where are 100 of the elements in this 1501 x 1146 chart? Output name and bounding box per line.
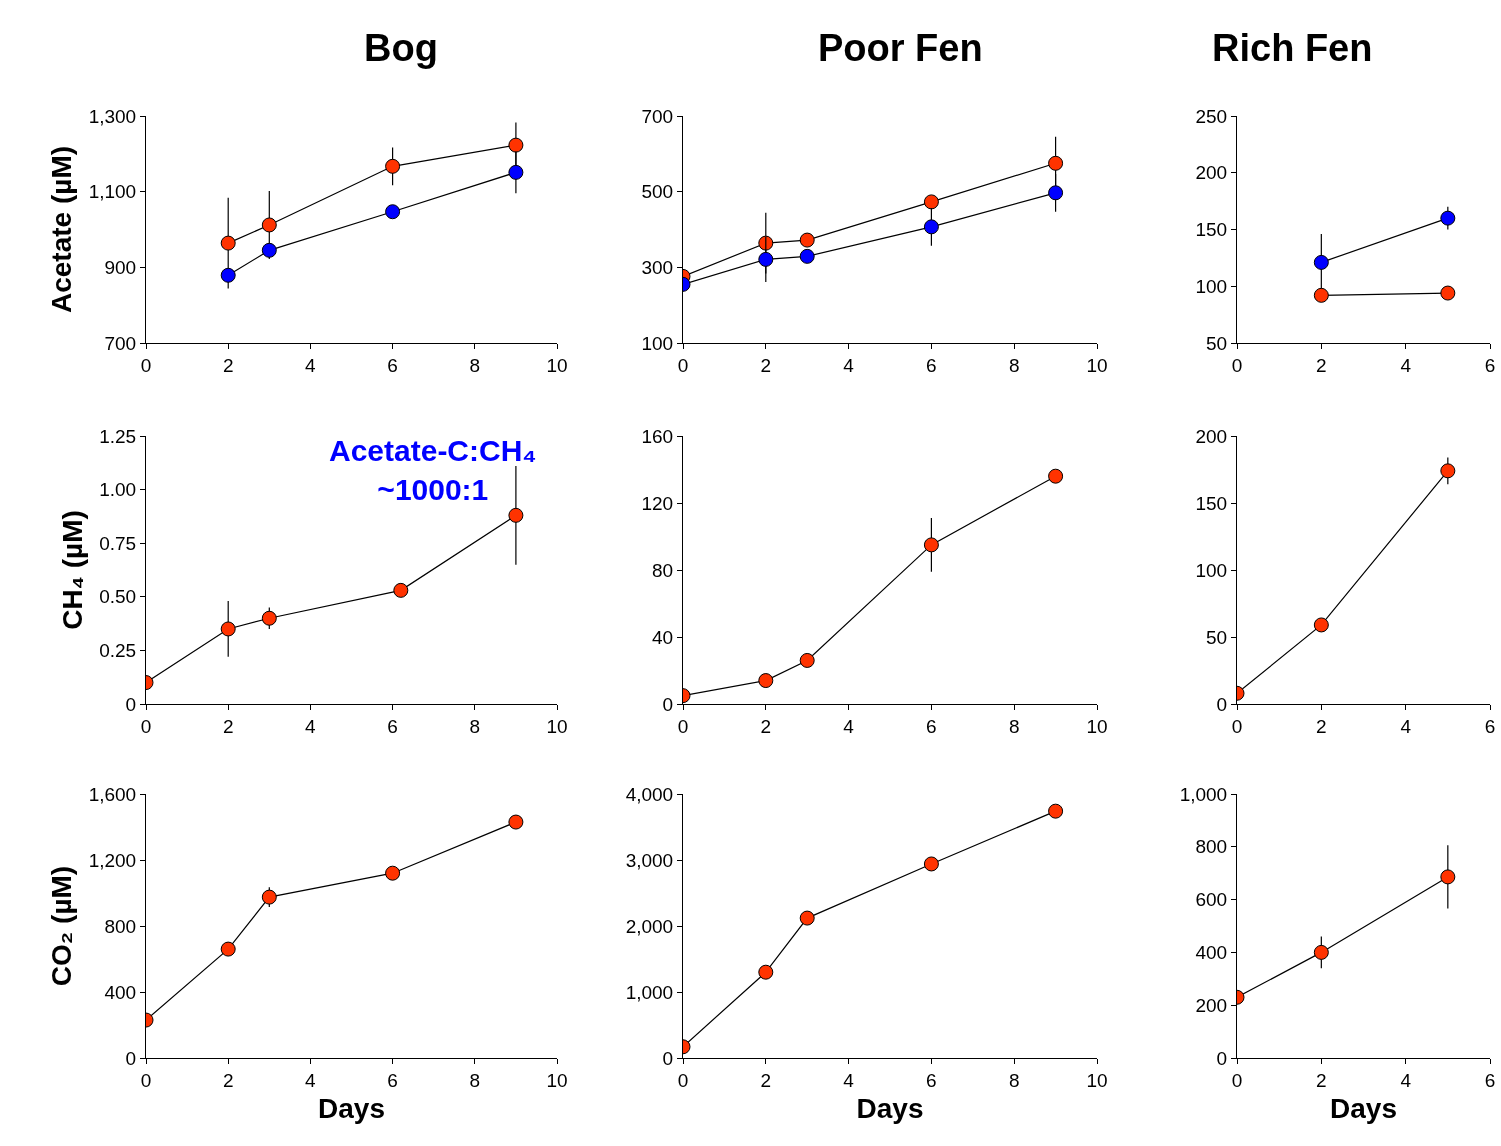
point [758,235,774,251]
point [799,232,815,248]
y-tick-label: 0 [662,1047,674,1069]
x-axis-title: Days [856,1092,924,1124]
y-tick-label: 400 [104,981,137,1003]
y-tick-label: 1,300 [88,105,137,127]
y-tick-label: 1,000 [1179,783,1228,805]
point [220,621,236,637]
x-tick-label: 6 [387,715,398,737]
y-tick-label: 0 [1216,693,1228,715]
x-tick-label: 6 [1484,354,1496,376]
y-tick-label: 1.00 [99,479,137,501]
y-tick-label: 150 [1195,219,1228,241]
y-tick-label: 50 [1206,626,1228,648]
chart-title: Rich Fen [1212,27,1373,69]
x-tick-label: 2 [222,354,234,376]
y-tick-label: 100 [1195,275,1228,297]
y-tick-label: 300 [641,256,674,278]
y-tick-label: 1,600 [88,783,137,805]
point [261,610,277,626]
y-tick-label: 80 [652,559,674,581]
x-tick-label: 6 [926,715,937,737]
point [923,219,939,235]
point [393,582,409,598]
x-axis-title: Days [1330,1092,1397,1124]
x-tick-label: 8 [469,1069,481,1091]
y-tick-label: 1,000 [625,981,674,1003]
x-tick-label: 4 [305,354,317,376]
y-tick-label: 0.50 [99,586,137,608]
x-tick-label: 8 [1008,354,1020,376]
x-tick-label: 0 [1231,1069,1243,1091]
x-tick-label: 2 [1316,1069,1327,1091]
x-tick-label: 6 [387,1069,398,1091]
point [1048,803,1064,819]
x-tick-label: 4 [1400,715,1412,737]
y-tick-label: 0 [125,1047,137,1069]
chart-title: Bog [364,27,438,69]
point [1440,210,1456,226]
x-tick-label: 8 [1008,715,1020,737]
point [799,248,815,264]
x-tick-label: 4 [305,715,317,737]
x-tick-label: 0 [140,1069,152,1091]
y-tick-label: 0.75 [99,532,137,554]
x-tick-label: 8 [1008,1069,1020,1091]
y-tick-label: 40 [652,626,674,648]
y-tick-label: 200 [1195,162,1228,184]
y-tick-label: 2,000 [625,915,674,937]
x-tick-label: 6 [1484,715,1496,737]
point [508,507,524,523]
y-tick-label: 50 [1206,332,1228,354]
x-tick-label: 2 [760,715,772,737]
y-tick-label: 100 [641,332,674,354]
point [758,251,774,267]
y-tick-label: 0.25 [99,640,137,662]
point [758,673,774,689]
point [1440,285,1456,301]
y-tick-label: 400 [1195,942,1228,964]
point [261,217,277,233]
y-tick-label: 0 [125,693,137,715]
x-tick-label: 10 [546,1069,568,1091]
point [799,652,815,668]
x-tick-label: 10 [1086,354,1108,376]
point [508,137,524,153]
x-tick-label: 4 [1400,1069,1412,1091]
x-tick-label: 0 [140,354,152,376]
x-tick-label: 10 [1086,715,1108,737]
point [220,941,236,957]
point [1048,155,1064,171]
x-tick-label: 10 [546,715,568,737]
y-tick-label: 120 [641,492,674,514]
point [508,164,524,180]
point [923,856,939,872]
x-tick-label: 0 [1231,354,1243,376]
x-axis-title: Days [318,1092,385,1124]
point [385,865,401,881]
x-tick-label: 2 [1316,715,1327,737]
x-tick-label: 10 [1086,1069,1108,1091]
y-tick-label: 160 [641,425,674,447]
y-tick-label: 1,100 [88,181,137,203]
point [385,158,401,174]
x-tick-label: 2 [1316,354,1327,376]
y-axis-title: Acetate (µM) [46,145,78,314]
y-tick-label: 800 [1195,836,1228,858]
y-tick-label: 0 [1216,1047,1228,1069]
y-tick-label: 100 [1195,559,1228,581]
point [1313,287,1329,303]
x-tick-label: 8 [469,715,481,737]
point [1048,185,1064,201]
y-tick-label: 700 [641,105,674,127]
x-tick-label: 2 [760,1069,772,1091]
x-tick-label: 4 [843,1069,855,1091]
x-tick-label: 2 [222,1069,234,1091]
x-tick-label: 0 [1231,715,1243,737]
y-tick-label: 200 [1195,425,1228,447]
point [1313,254,1329,270]
x-tick-label: 4 [843,354,855,376]
y-tick-label: 250 [1195,105,1228,127]
y-axis-title: CH₄ (µM) [56,510,88,630]
x-tick-label: 0 [140,715,152,737]
x-tick-label: 10 [546,354,568,376]
